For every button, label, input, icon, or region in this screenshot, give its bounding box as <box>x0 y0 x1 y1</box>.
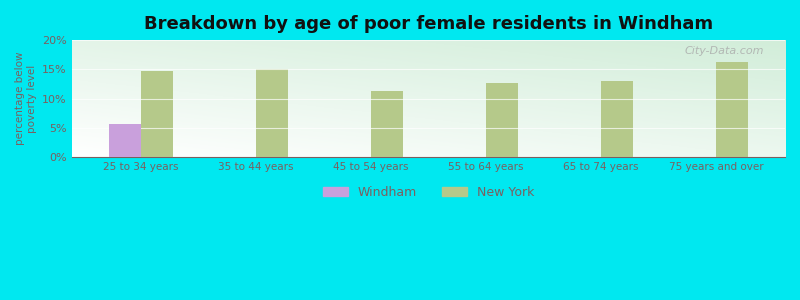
Legend: Windham, New York: Windham, New York <box>318 181 539 204</box>
Bar <box>601 80 633 157</box>
Bar <box>256 69 288 157</box>
Text: City-Data.com: City-Data.com <box>684 46 764 56</box>
Bar <box>716 62 748 157</box>
Y-axis label: percentage below
poverty level: percentage below poverty level <box>15 52 37 146</box>
Bar <box>109 124 141 157</box>
Bar <box>486 83 518 157</box>
Bar <box>371 91 403 157</box>
Bar <box>141 70 173 157</box>
Title: Breakdown by age of poor female residents in Windham: Breakdown by age of poor female resident… <box>144 15 713 33</box>
